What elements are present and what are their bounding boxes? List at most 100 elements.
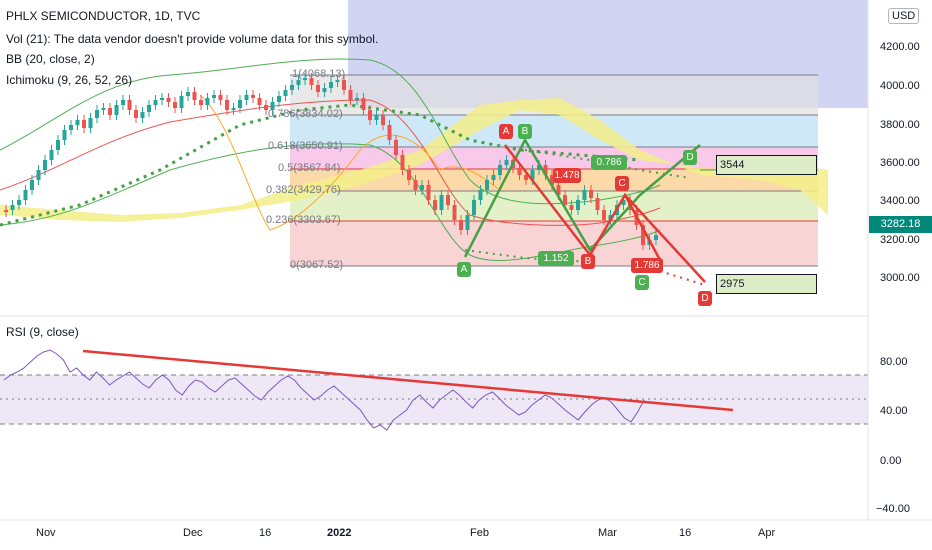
candle-body — [75, 120, 80, 125]
candle-body — [621, 200, 626, 205]
candle-body — [426, 185, 431, 200]
rsi-legend[interactable]: RSI (9, close) — [6, 325, 79, 339]
ratio-label[interactable]: 0.786 — [591, 155, 627, 170]
candle-body — [433, 200, 437, 210]
candle-body — [17, 200, 21, 205]
target-box-upper[interactable]: 3544 — [716, 155, 817, 175]
lagging-span — [199, 94, 501, 231]
symbol-title[interactable]: PHLX SEMICONDUCTOR, 1D, TVC — [6, 9, 201, 23]
candle-body — [569, 205, 574, 210]
candle-body — [485, 180, 489, 190]
time-tick: 2022 — [327, 527, 352, 539]
candle-body — [82, 120, 86, 128]
candle-body — [69, 125, 73, 130]
price-tick: 4200.00 — [880, 41, 920, 53]
candle-body — [251, 95, 255, 98]
bb-upper — [0, 58, 661, 205]
fib-band-5 — [290, 191, 818, 221]
fib-label: 0(3067.52) — [290, 259, 344, 271]
point-c-marker[interactable]: C — [615, 176, 629, 191]
candle-body — [153, 100, 158, 105]
candle-body — [140, 112, 145, 118]
candle-body — [316, 85, 320, 92]
bb-legend[interactable]: BB (20, close, 2) — [6, 52, 95, 66]
candle-body — [491, 175, 496, 180]
point-d-marker[interactable]: D — [683, 150, 697, 165]
candle-body — [62, 130, 67, 140]
candle-body — [95, 110, 99, 118]
candle-body — [43, 160, 47, 170]
candle-body — [524, 175, 528, 180]
price-tick: 3600.00 — [880, 157, 920, 169]
candle-body — [309, 78, 314, 85]
candle-body — [355, 98, 359, 100]
candle-body — [394, 140, 398, 155]
candle-body — [537, 165, 541, 170]
candle-body — [335, 80, 340, 82]
candle-body — [582, 190, 587, 200]
candle-body — [218, 95, 223, 100]
ichimoku-cloud — [0, 98, 828, 222]
price-tick: 3000.00 — [880, 272, 920, 284]
price-tick: 3800.00 — [880, 119, 920, 131]
point-a-marker[interactable]: A — [457, 262, 471, 277]
candle-body — [342, 80, 346, 90]
candle-body — [179, 96, 184, 108]
target-box-lower[interactable]: 2975 — [716, 274, 817, 294]
candle-body — [56, 140, 60, 150]
candle-body — [23, 190, 28, 200]
candle-body — [147, 105, 151, 112]
candle-body — [30, 180, 34, 190]
point-b-marker[interactable]: B — [581, 254, 595, 269]
candle-body — [290, 85, 294, 90]
candle-body — [452, 205, 457, 220]
candle-body — [374, 115, 379, 120]
candle-body — [550, 175, 554, 185]
ratio-label[interactable]: 1.786 — [631, 258, 663, 273]
candle-body — [225, 100, 229, 110]
price-tick: 4000.00 — [880, 80, 920, 92]
point-c-marker[interactable]: C — [635, 275, 649, 290]
candle-body — [439, 195, 444, 210]
candle-body — [595, 198, 600, 210]
candle-body — [459, 220, 463, 230]
time-tick: Nov — [36, 527, 56, 539]
candle-body — [465, 215, 470, 230]
fib-label: 0.5(3567.84) — [278, 162, 341, 174]
candle-body — [381, 115, 385, 125]
point-a-marker[interactable]: A — [499, 124, 513, 139]
ratio-label[interactable]: 1.152 — [538, 251, 574, 266]
candle-body — [420, 185, 424, 190]
candle-body — [173, 102, 177, 108]
candle-body — [543, 165, 548, 175]
candle-body — [231, 108, 236, 110]
candle-body — [108, 108, 112, 115]
time-tick: Dec — [183, 527, 203, 539]
point-d-marker[interactable]: D — [698, 291, 712, 306]
candle-body — [368, 110, 372, 120]
price-tick: 3200.00 — [880, 234, 920, 246]
volume-legend[interactable]: Vol (21): The data vendor doesn't provid… — [6, 32, 379, 46]
fib-band-2 — [290, 115, 818, 147]
candles — [4, 73, 658, 250]
candle-body — [283, 90, 288, 96]
rsi-tick: −40.00 — [876, 503, 910, 515]
candle-body — [400, 155, 405, 170]
candle-body — [361, 98, 366, 110]
currency-button[interactable]: USD — [888, 8, 920, 24]
candle-body — [563, 195, 567, 205]
candle-body — [49, 150, 54, 160]
time-tick: 16 — [679, 527, 692, 539]
fib-label: 1(4068.13) — [292, 68, 346, 80]
time-tick: 16 — [259, 527, 272, 539]
point-b-marker[interactable]: B — [518, 124, 532, 139]
ratio-label[interactable]: 1.478 — [553, 168, 581, 183]
candle-body — [212, 95, 216, 98]
candle-body — [407, 170, 411, 180]
ichimoku-legend[interactable]: Ichimoku (9, 26, 52, 26) — [6, 73, 133, 87]
candle-body — [238, 100, 242, 108]
rsi-tick: 80.00 — [880, 356, 908, 368]
candle-body — [101, 108, 106, 110]
candle-body — [10, 205, 15, 210]
